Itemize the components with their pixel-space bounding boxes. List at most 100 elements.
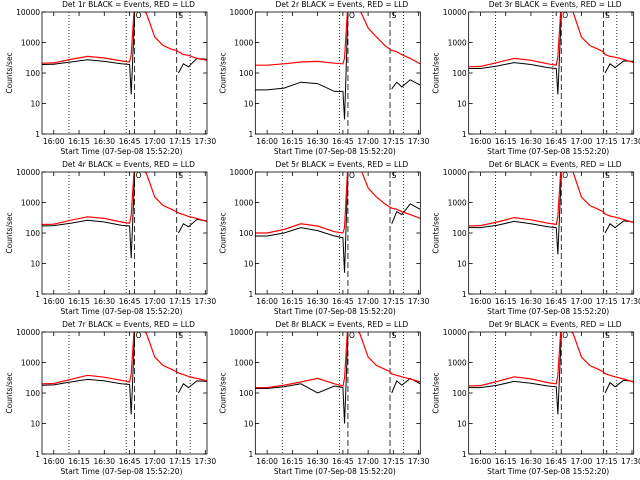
x-tick-label: 16:00 [43, 297, 65, 306]
x-tick-label: 16:30 [307, 297, 329, 306]
x-tick-label: 16:15 [68, 137, 90, 146]
x-tick-label: 16:30 [307, 137, 329, 146]
x-axis-label: Start Time (07-Sep-08 15:52:20) [487, 307, 609, 316]
y-tick-label: 1 [35, 450, 40, 459]
series-line [255, 13, 421, 120]
y-tick-label: 1 [249, 130, 254, 139]
annotation: S [392, 331, 397, 340]
y-axis-label: Counts/sec [5, 212, 14, 253]
plot-frame [468, 11, 635, 135]
y-tick-label: 100 [239, 389, 254, 398]
x-tick-label: 17:15 [596, 137, 618, 146]
x-tick-label: 16:15 [282, 137, 304, 146]
x-tick-label: 16:45 [332, 297, 354, 306]
y-tick-label: 1 [462, 290, 467, 299]
y-tick-label: 1000 [234, 39, 253, 48]
y-tick-label: 1000 [448, 39, 467, 48]
x-axis-label: Start Time (07-Sep-08 15:52:20) [487, 467, 609, 476]
annotation: S [178, 11, 183, 20]
x-tick-label: 17:00 [357, 457, 379, 466]
panel: Det 2r BLACK = Events, RED = LLD Start Ti… [218, 0, 429, 156]
x-tick-label: 16:45 [119, 137, 141, 146]
x-tick-label: 16:30 [307, 457, 329, 466]
x-axis-label: Start Time (07-Sep-08 15:52:20) [274, 147, 396, 156]
x-tick-label: 17:00 [571, 297, 593, 306]
plot-frame [41, 11, 208, 135]
annotation: O [136, 171, 142, 180]
series-line [468, 174, 634, 255]
x-tick-label: 16:00 [470, 137, 492, 146]
chart-title: Det 9r BLACK = Events, RED = LLD [489, 320, 622, 329]
series-line [255, 12, 421, 66]
x-tick-label: 16:30 [93, 137, 115, 146]
y-axis-label: Counts/sec [432, 212, 441, 253]
y-tick-label: 1 [249, 290, 254, 299]
y-axis-label: Counts/sec [218, 212, 227, 253]
x-tick-label: 17:00 [571, 137, 593, 146]
annotation: O [562, 171, 568, 180]
y-axis-label: Counts/sec [432, 52, 441, 93]
y-tick-label: 100 [239, 229, 254, 238]
y-tick-label: 1000 [234, 199, 253, 208]
panel: Det 1r BLACK = Events, RED = LLD Start Ti… [5, 0, 216, 156]
series-line [42, 172, 207, 226]
plot-frame [41, 331, 208, 455]
y-tick-label: 1000 [234, 359, 253, 368]
panel: Det 8r BLACK = Events, RED = LLD Start Ti… [218, 320, 429, 476]
y-tick-label: 10 [30, 420, 40, 429]
x-axis-label: Start Time (07-Sep-08 15:52:20) [61, 467, 183, 476]
y-tick-label: 10000 [229, 168, 253, 177]
x-tick-label: 16:15 [68, 457, 90, 466]
chart-title: Det 3r BLACK = Events, RED = LLD [489, 0, 622, 9]
y-tick-label: 1 [462, 130, 467, 139]
y-axis-label: Counts/sec [5, 372, 14, 413]
x-tick-label: 16:00 [256, 137, 278, 146]
panel: Det 5r BLACK = Events, RED = LLD Start Ti… [218, 160, 429, 316]
panel: Det 6r BLACK = Events, RED = LLD Start Ti… [432, 160, 640, 316]
panel: Det 9r BLACK = Events, RED = LLD Start Ti… [432, 320, 640, 476]
series-line [42, 332, 207, 385]
x-tick-label: 17:15 [596, 457, 618, 466]
y-tick-label: 10000 [443, 8, 467, 17]
panel: Det 3r BLACK = Events, RED = LLD Start Ti… [432, 0, 640, 156]
y-tick-label: 10000 [443, 328, 467, 337]
annotation: S [178, 171, 183, 180]
series-line [468, 334, 634, 415]
x-tick-label: 16:00 [43, 137, 65, 146]
chart-title: Det 7r BLACK = Events, RED = LLD [62, 320, 195, 329]
x-axis-label: Start Time (07-Sep-08 15:52:20) [61, 147, 183, 156]
y-tick-label: 100 [26, 389, 41, 398]
series-line [42, 14, 207, 95]
x-axis-label: Start Time (07-Sep-08 15:52:20) [61, 307, 183, 316]
y-tick-label: 10 [244, 100, 254, 109]
chart-title: Det 2r BLACK = Events, RED = LLD [275, 0, 408, 9]
chart-title: Det 5r BLACK = Events, RED = LLD [275, 160, 408, 169]
y-tick-label: 10000 [16, 8, 40, 17]
x-tick-label: 16:15 [495, 297, 517, 306]
y-tick-label: 100 [26, 229, 41, 238]
x-tick-label: 16:45 [545, 297, 567, 306]
y-tick-label: 10000 [443, 168, 467, 177]
plot-frame [254, 171, 421, 295]
y-tick-label: 10000 [16, 168, 40, 177]
x-tick-label: 17:30 [195, 137, 217, 146]
x-tick-label: 16:00 [256, 457, 278, 466]
series-line [42, 174, 207, 259]
series-line [468, 332, 634, 387]
x-tick-label: 16:45 [332, 137, 354, 146]
y-axis-label: Counts/sec [218, 372, 227, 413]
x-tick-label: 17:15 [383, 137, 405, 146]
plot-frame [468, 331, 635, 455]
x-tick-label: 16:15 [495, 137, 517, 146]
x-tick-label: 17:30 [195, 297, 217, 306]
series-line [255, 173, 421, 273]
y-tick-label: 100 [452, 69, 467, 78]
x-tick-label: 17:30 [621, 457, 640, 466]
x-tick-label: 17:00 [144, 137, 166, 146]
series-line [42, 334, 207, 415]
y-tick-label: 1000 [21, 359, 40, 368]
annotation: S [178, 331, 183, 340]
annotation: O [136, 331, 142, 340]
annotation: S [392, 171, 397, 180]
x-tick-label: 17:30 [621, 297, 640, 306]
